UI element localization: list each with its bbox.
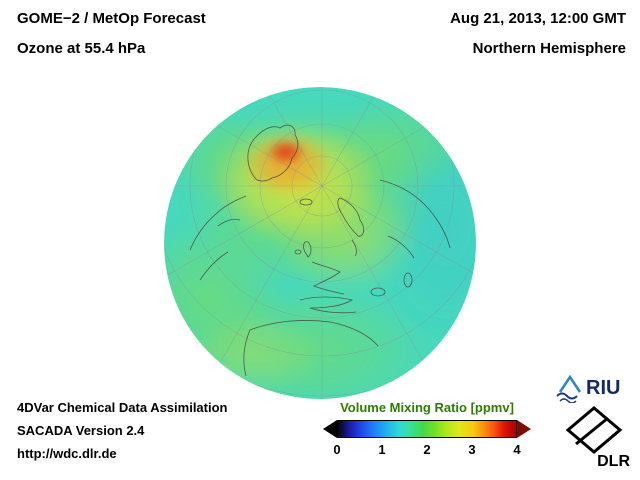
header-region: Northern Hemisphere xyxy=(472,40,626,57)
riu-logo: RIU xyxy=(556,374,620,403)
colorbar-tick: 4 xyxy=(513,442,521,457)
riu-wave-icon xyxy=(559,398,577,403)
page-subtitle: Ozone at 55.4 hPa xyxy=(17,40,146,57)
colorbar-gradient xyxy=(337,420,517,438)
colorbar-tick: 2 xyxy=(423,442,431,457)
colorbar-tick: 1 xyxy=(378,442,386,457)
header-datetime: Aug 21, 2013, 12:00 GMT xyxy=(450,10,626,27)
coastlines xyxy=(189,124,451,377)
attribution-line-1: 4DVar Chemical Data Assimilation xyxy=(17,400,228,415)
dlr-emblem-icon xyxy=(565,406,623,454)
header-right: Aug 21, 2013, 12:00 GMT Northern Hemisph… xyxy=(450,11,626,56)
dlr-logo: DLR xyxy=(565,406,630,468)
colorbar-left-arrow-icon xyxy=(323,420,337,438)
attribution-url: http://wdc.dlr.de xyxy=(17,446,117,461)
page-title: GOME−2 / MetOp Forecast xyxy=(17,10,206,27)
riu-logo-text: RIU xyxy=(586,377,620,399)
header-left: GOME−2 / MetOp Forecast Ozone at 55.4 hP… xyxy=(17,11,206,56)
attribution-line-2: SACADA Version 2.4 xyxy=(17,423,145,438)
attribution: 4DVar Chemical Data Assimilation SACADA … xyxy=(17,401,228,460)
graticule xyxy=(164,87,476,399)
colorbar-tick: 0 xyxy=(333,442,341,457)
colorbar-label: Volume Mixing Ratio [ppmv] xyxy=(340,400,514,415)
colorbar-tick: 3 xyxy=(468,442,476,457)
riu-triangle-icon xyxy=(558,374,582,393)
riu-wave-icon xyxy=(556,392,578,400)
dlr-logo-text: DLR xyxy=(597,453,630,468)
colorbar-right-arrow-icon xyxy=(517,420,531,438)
colorbar: Volume Mixing Ratio [ppmv] 0 1 2 3 4 xyxy=(314,400,540,458)
colorbar-ticks: 0 1 2 3 4 xyxy=(333,442,521,458)
